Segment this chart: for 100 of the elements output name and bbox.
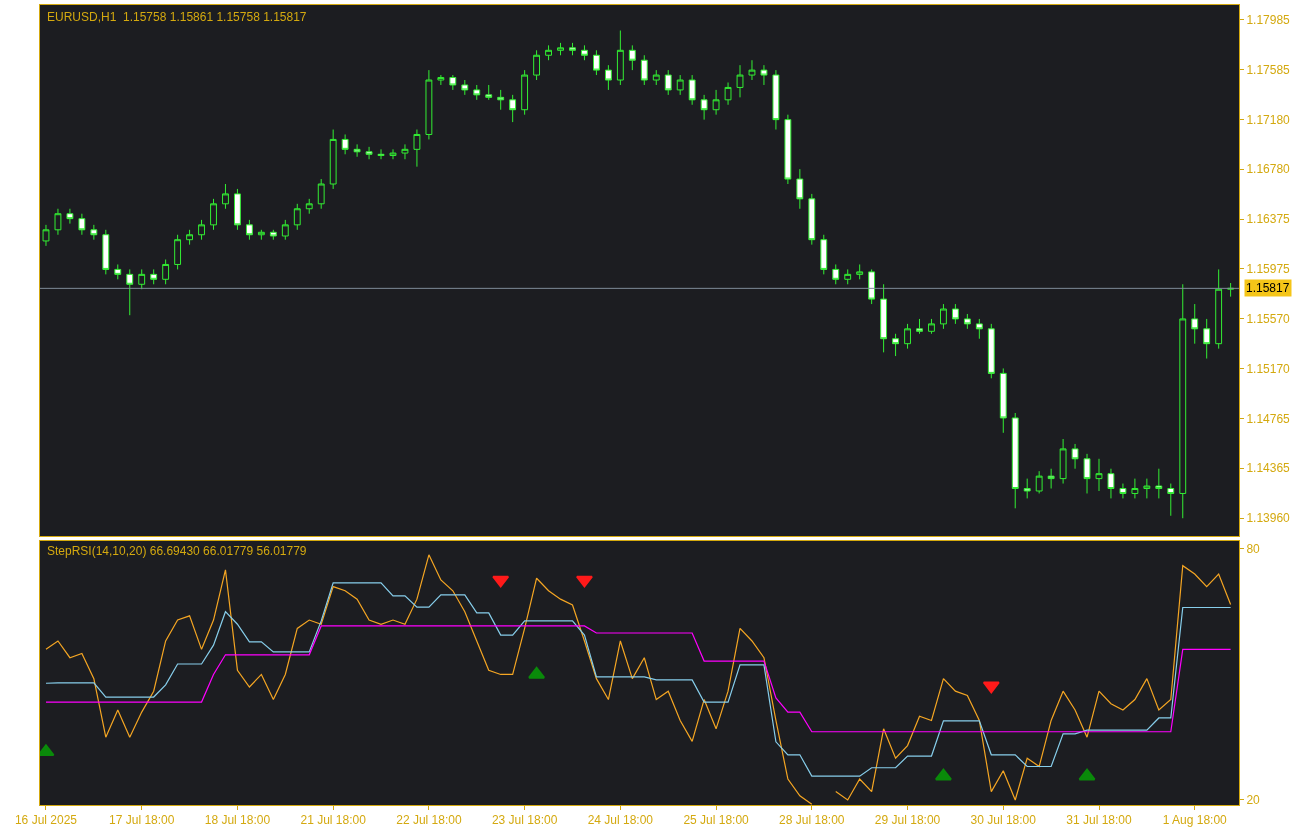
candlestick	[987, 323, 995, 379]
y-tick-label: 1.15170	[1246, 361, 1291, 376]
candlestick	[545, 44, 552, 61]
candlestick	[509, 94, 517, 123]
candlestick	[413, 129, 421, 168]
y-tick-label: 1.17985	[1246, 13, 1291, 28]
y-tick-label: 1.17180	[1246, 112, 1291, 127]
candlestick	[1107, 468, 1115, 499]
candlestick	[162, 259, 170, 285]
candlestick	[820, 234, 828, 275]
candlestick	[916, 318, 923, 335]
candlestick	[114, 263, 122, 280]
candlestick	[736, 64, 744, 98]
candlestick	[772, 69, 780, 131]
y-tick-label: 1.14365	[1246, 461, 1291, 476]
candlestick	[1071, 443, 1079, 470]
candlestick	[90, 224, 98, 241]
candlestick	[449, 74, 457, 91]
candlestick	[1167, 483, 1175, 517]
x-tick-label: 22 Jul 18:00	[396, 813, 462, 828]
candlestick	[257, 229, 265, 241]
x-tick-label: 30 Jul 18:00	[970, 813, 1037, 828]
candlestick	[592, 49, 600, 76]
candlestick	[521, 69, 529, 116]
candlestick	[1215, 268, 1223, 350]
candlestick	[293, 203, 301, 231]
candlestick	[485, 84, 493, 101]
line-series	[45, 582, 1232, 777]
candlestick	[245, 219, 253, 241]
candlestick	[700, 94, 708, 121]
candlestick	[748, 59, 756, 81]
candlestick	[425, 69, 433, 140]
line-series	[45, 625, 1232, 733]
candlestick	[1023, 478, 1031, 499]
candlestick	[832, 263, 840, 285]
point	[982, 681, 1000, 694]
x-tick-label: 28 Jul 18:00	[779, 813, 845, 828]
candlestick	[1083, 453, 1091, 494]
candlestick	[951, 303, 959, 325]
x-tick-label: 23 Jul 18:00	[491, 813, 558, 828]
y-tick-label: 1.13960	[1246, 511, 1291, 526]
candlestick	[664, 69, 672, 96]
candlestick	[1155, 468, 1163, 499]
candlestick	[54, 208, 62, 236]
candlestick	[604, 64, 612, 91]
candlestick	[78, 213, 86, 236]
candlestick	[210, 198, 217, 231]
x-tick-label: 21 Jul 18:00	[300, 813, 367, 828]
candlestick	[389, 148, 397, 160]
candlestick	[234, 188, 241, 231]
candlestick	[1095, 458, 1103, 492]
candlestick	[868, 268, 876, 305]
candlestick	[353, 143, 361, 158]
candlestick	[437, 74, 445, 86]
point	[492, 575, 510, 588]
x-tick-label: 1 Aug 18:00	[1162, 813, 1228, 828]
candlestick	[281, 219, 289, 241]
y-tick-label: 1.16780	[1246, 162, 1291, 177]
candlestick	[305, 198, 313, 215]
candlestick	[880, 283, 888, 353]
chart-title: EURUSD,H1 1.15758 1.15861 1.15758 1.15817	[47, 10, 307, 24]
candlestick	[999, 367, 1007, 434]
chart-title: StepRSI(14,10,20) 66.69430 66.01779 56.01779	[47, 544, 307, 558]
candlestick	[102, 229, 110, 275]
candlestick	[401, 143, 409, 160]
candlestick	[1203, 318, 1211, 360]
x-tick-label: 18 Jul 18:00	[204, 813, 271, 828]
candlestick	[341, 133, 349, 155]
candlestick	[150, 268, 158, 285]
candlestick	[269, 229, 277, 241]
x-tick-label: 31 Jul 18:00	[1066, 813, 1133, 828]
x-tick-label: 29 Jul 18:00	[874, 813, 941, 828]
y-tick-label: 1.15975	[1246, 261, 1291, 276]
candlestick	[461, 79, 469, 96]
candlestick	[940, 303, 947, 330]
candlestick	[628, 44, 636, 71]
x-tick-label: 24 Jul 18:00	[587, 813, 654, 828]
candlestick	[569, 42, 576, 56]
candlestick	[712, 89, 720, 116]
candlestick	[1191, 303, 1199, 345]
candlestick	[1011, 412, 1019, 509]
candlestick	[856, 263, 864, 280]
point	[528, 666, 546, 679]
candlestick	[676, 74, 684, 96]
candlestick	[138, 268, 146, 290]
candlestick	[365, 146, 373, 160]
candlestick	[1119, 483, 1127, 499]
candlestick	[317, 178, 325, 210]
point	[575, 575, 593, 588]
y-tick-label: 1.14765	[1246, 411, 1291, 426]
candlestick	[796, 168, 804, 210]
candlestick	[652, 69, 660, 86]
candlestick	[928, 318, 935, 335]
candlestick	[222, 183, 229, 210]
candlestick	[808, 193, 816, 246]
y-tick-label: 80	[1246, 542, 1261, 557]
candlestick	[533, 49, 541, 81]
x-tick-label: 25 Jul 18:00	[683, 813, 750, 828]
candlestick	[963, 313, 971, 330]
candlestick	[975, 318, 983, 340]
